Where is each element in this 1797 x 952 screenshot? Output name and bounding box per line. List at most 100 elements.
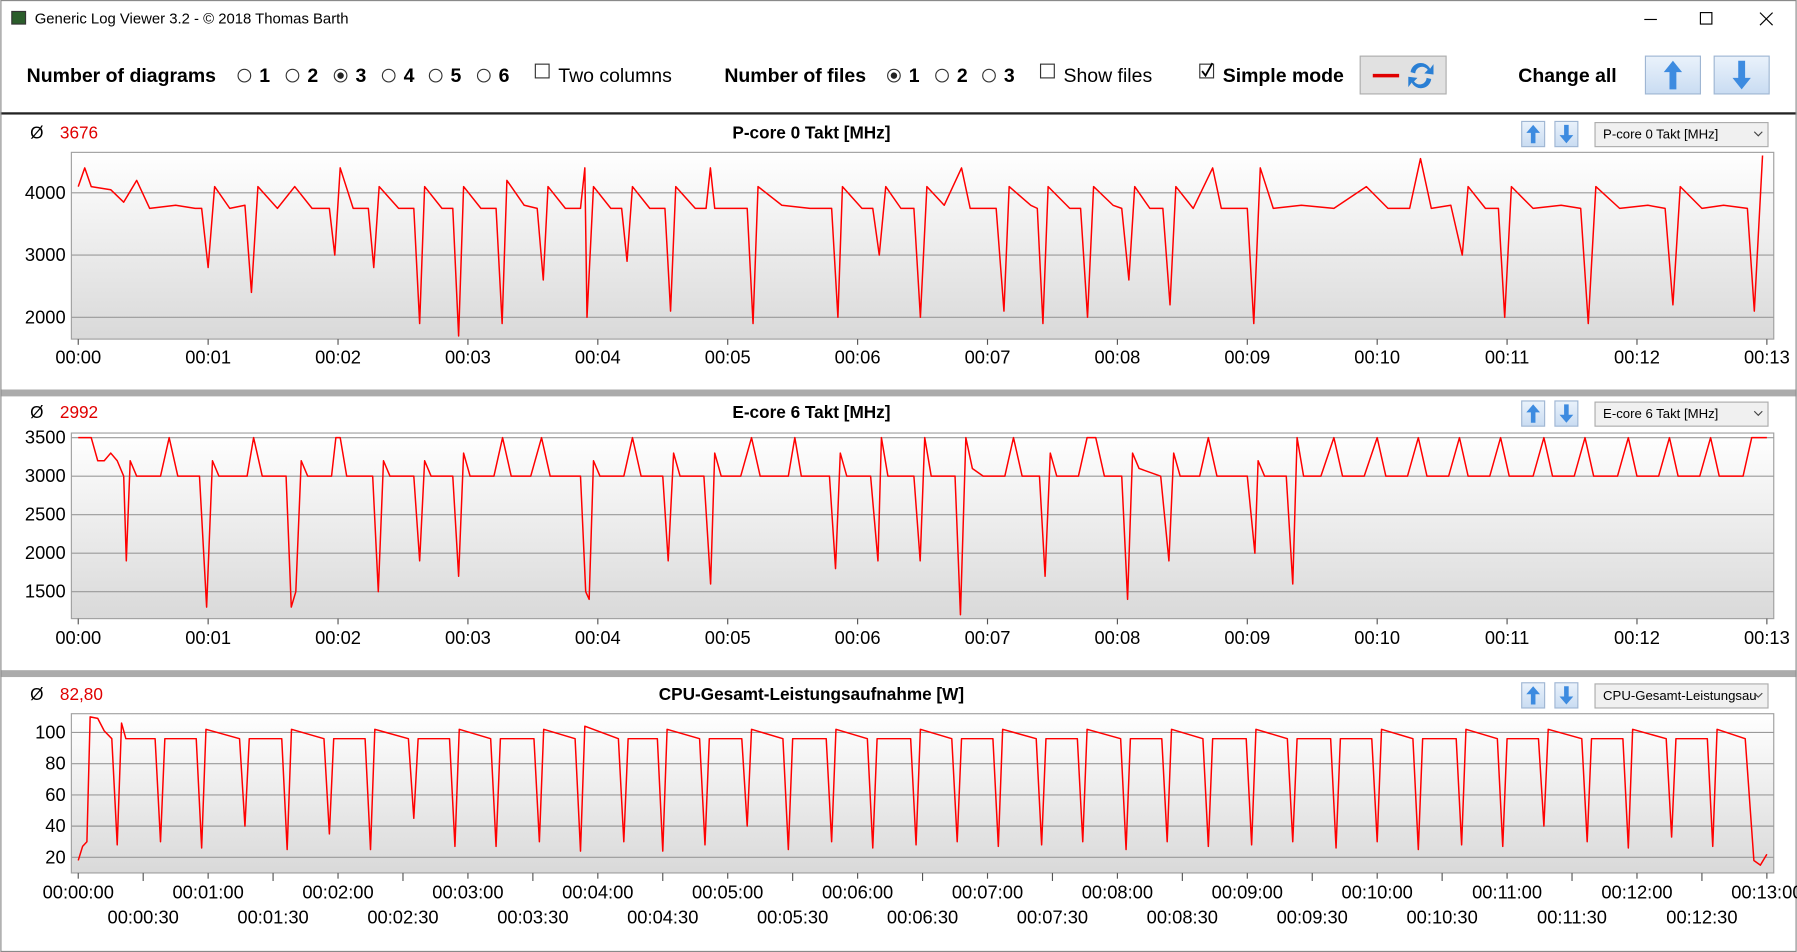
x-tick-label: 00:10:30 [1406, 907, 1477, 928]
dropdown-chevron [1753, 131, 1763, 137]
x-tick-label: 00:02 [315, 627, 361, 648]
arrow-icon [1559, 404, 1574, 423]
x-tick-label: 00:13 [1744, 346, 1790, 367]
x-tick-label: 00:13:00 [1731, 881, 1797, 902]
radio-button[interactable] [982, 68, 996, 83]
y-tick-label: 2000 [25, 542, 66, 563]
x-tick-label: 00:01:00 [172, 881, 243, 902]
checkbox[interactable] [534, 63, 550, 79]
panel-divider [0, 670, 1797, 678]
x-tick-label: 00:07 [965, 627, 1011, 648]
dropdown-text: E-core 6 Takt [MHz] [1603, 406, 1718, 421]
x-tick-label: 00:07:00 [952, 881, 1023, 902]
dropdown-chevron [1753, 692, 1763, 698]
y-tick-label: 2500 [25, 504, 66, 525]
y-tick-label: 40 [45, 815, 65, 836]
y-tick-label: 4000 [25, 182, 66, 203]
refresh-icon [1410, 63, 1434, 75]
arrow-icon [1559, 686, 1574, 705]
x-tick-label: 00:00 [55, 627, 101, 648]
x-tick-label: 00:00:30 [108, 907, 179, 928]
radio-button[interactable] [476, 68, 491, 83]
radio-label: 5 [451, 65, 462, 87]
radio-button[interactable] [428, 68, 443, 83]
dropdown-chevron [1753, 410, 1763, 417]
x-tick-label: 00:02:30 [367, 907, 438, 928]
x-tick-label: 00:00:00 [43, 881, 114, 902]
app-icon [11, 10, 27, 25]
change-all-label: Change all [1518, 65, 1616, 87]
radio-label: 4 [404, 65, 415, 87]
up-arrow-icon [1663, 60, 1683, 90]
x-tick-label: 00:02:00 [302, 881, 373, 902]
y-tick-label: 3500 [25, 427, 66, 448]
radio-label: 3 [1004, 65, 1015, 87]
average-symbol: Ø [30, 402, 43, 422]
move-down-all-button[interactable] [1713, 55, 1770, 95]
data-line [78, 436, 1767, 616]
x-tick-label: 00:11 [1485, 346, 1529, 367]
x-tick-label: 00:10 [1354, 346, 1400, 367]
move-up-all-button[interactable] [1644, 55, 1701, 95]
x-tick-label: 00:06:30 [887, 907, 958, 928]
x-tick-label: 00:03 [445, 346, 491, 367]
x-tick-label: 00:10 [1354, 627, 1400, 648]
maximize-button[interactable] [1699, 12, 1713, 25]
x-tick-label: 00:08 [1094, 627, 1140, 648]
x-tick-label: 00:00 [55, 346, 101, 367]
arrow-icon [1559, 124, 1574, 144]
average-value: 2992 [60, 402, 98, 422]
x-tick-label: 00:04 [575, 346, 621, 367]
chart-title: P-core 0 Takt [MHz] [732, 123, 890, 143]
plot-area [70, 151, 1775, 340]
x-tick-label: 00:13 [1744, 627, 1790, 648]
toolbar-separator [0, 112, 1797, 115]
arrow-icon [1526, 124, 1541, 144]
x-tick-label: 00:04 [575, 627, 621, 648]
y-tick-label: 60 [45, 784, 65, 805]
channel-dropdown[interactable] [1594, 122, 1769, 148]
line-style-button[interactable] [1359, 55, 1447, 95]
group-label: Number of files [724, 65, 866, 87]
chart-title: CPU-Gesamt-Leistungsaufnahme [W] [659, 684, 964, 704]
plot-area [70, 713, 1775, 874]
checkbox-label: Show files [1063, 65, 1152, 87]
x-tick-label: 00:06:00 [822, 881, 893, 902]
y-tick-label: 2000 [25, 306, 66, 327]
y-tick-label: 3000 [25, 465, 66, 486]
x-tick-label: 00:07 [965, 346, 1011, 367]
refresh-icon [1408, 76, 1432, 89]
radio-button[interactable] [237, 68, 252, 83]
x-tick-label: 00:01 [185, 627, 231, 648]
plot-area [70, 432, 1775, 620]
channel-dropdown[interactable] [1594, 401, 1769, 427]
x-tick-label: 00:03:00 [432, 881, 503, 902]
x-tick-label: 00:05:30 [757, 907, 828, 928]
average-symbol: Ø [30, 123, 43, 143]
average-value: 3676 [60, 123, 98, 143]
data-line [77, 155, 1764, 337]
close-button[interactable] [1759, 12, 1774, 26]
y-tick-label: 80 [45, 753, 65, 774]
x-tick-label: 00:11:30 [1537, 907, 1607, 928]
x-tick-label: 00:06 [835, 346, 881, 367]
checkbox[interactable] [1039, 63, 1055, 79]
checkmark [1201, 62, 1214, 78]
radio-label: 1 [259, 65, 270, 87]
average-symbol: Ø [30, 684, 43, 704]
x-tick-label: 00:05 [705, 346, 751, 367]
radio-button[interactable] [935, 68, 949, 83]
radio-button[interactable] [381, 68, 396, 83]
channel-dropdown[interactable] [1594, 683, 1769, 709]
x-tick-label: 00:05:00 [692, 881, 763, 902]
window-title: Generic Log Viewer 3.2 - © 2018 Thomas B… [35, 11, 349, 27]
x-tick-label: 00:08:30 [1147, 907, 1218, 928]
x-tick-label: 00:09 [1224, 346, 1270, 367]
data-line [77, 716, 1768, 866]
y-tick-label: 1500 [25, 581, 66, 602]
radio-button[interactable] [285, 68, 300, 83]
y-tick-label: 20 [45, 846, 65, 867]
x-tick-label: 00:12:30 [1666, 907, 1737, 928]
x-tick-label: 00:12 [1614, 346, 1660, 367]
